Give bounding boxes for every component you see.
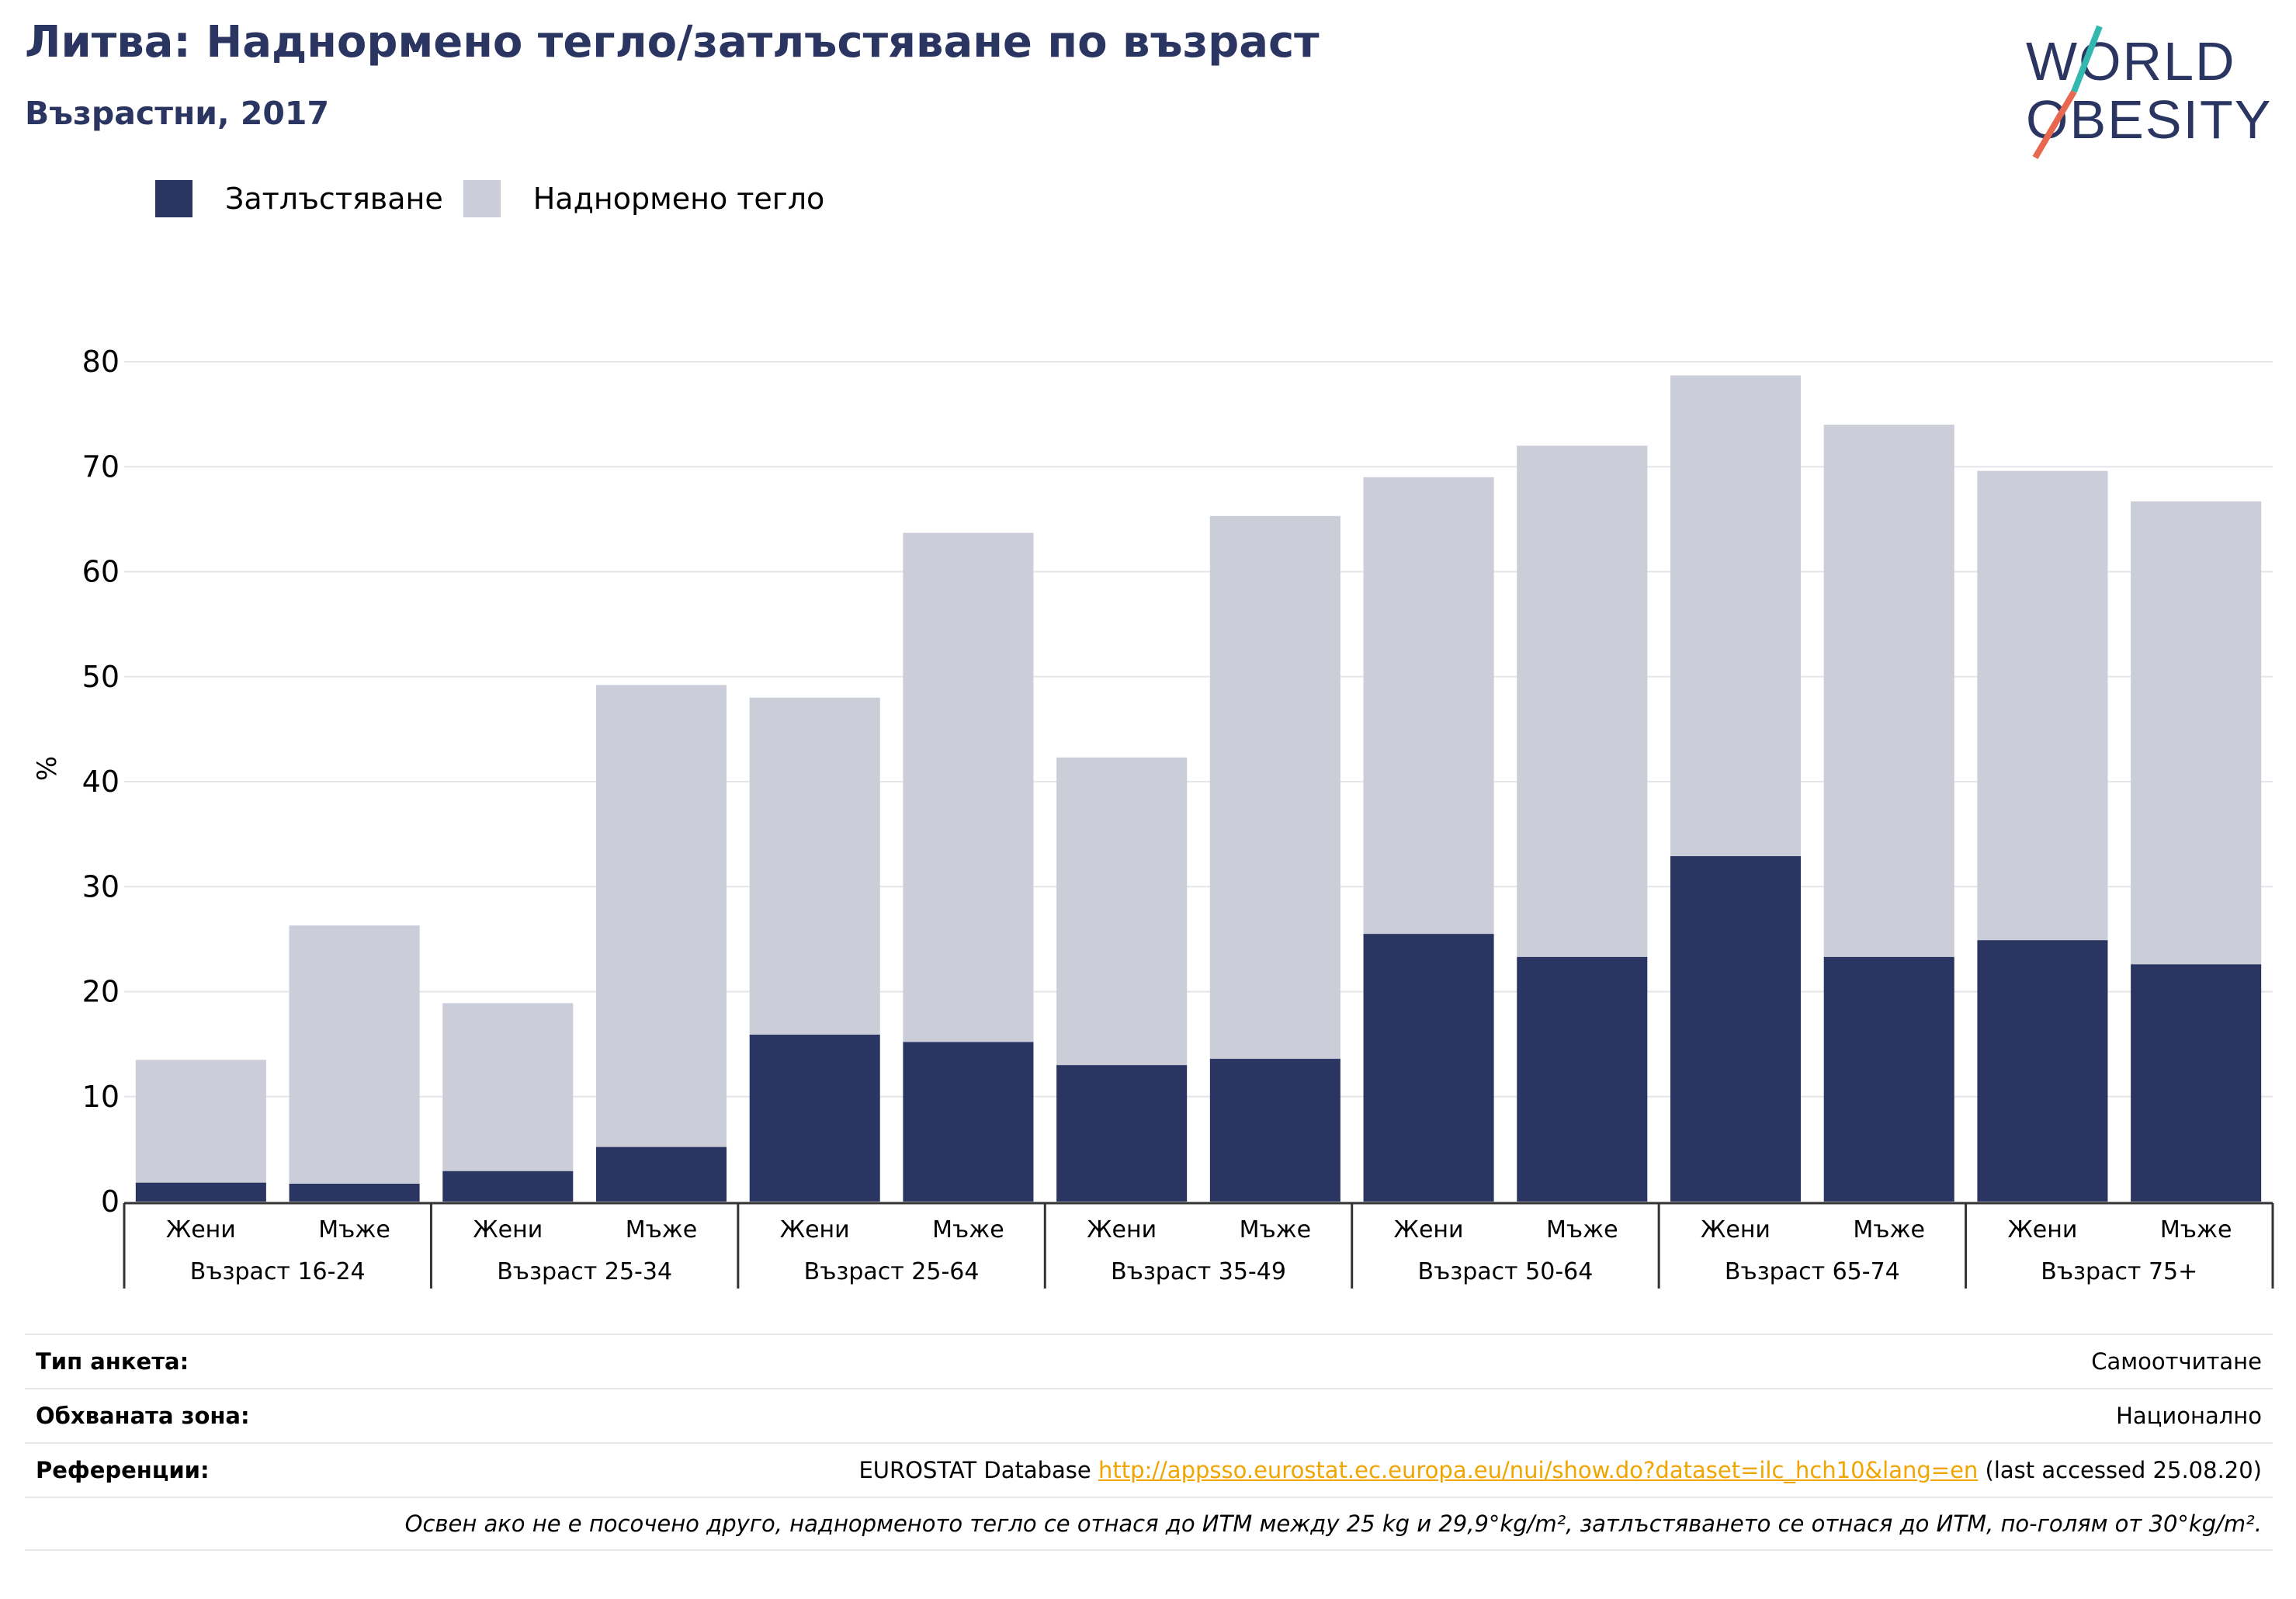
legend-item-overweight: Наднормено тегло xyxy=(463,180,825,217)
group-label: Възраст 50-64 xyxy=(1418,1258,1594,1285)
footer-row-coverage: Обхваната зона: Национално xyxy=(25,1388,2273,1442)
x-tick-label: Жени xyxy=(1087,1216,1157,1243)
chart-legend: Затлъстяване Наднормено тегло xyxy=(155,177,845,220)
footer-row-references: Референции: EUROSTAT Database http://app… xyxy=(25,1442,2273,1497)
bar-overweight xyxy=(749,697,880,1035)
y-tick-label: 50 xyxy=(82,660,120,694)
references-value: EUROSTAT Database http://appsso.eurostat… xyxy=(858,1457,2262,1483)
x-tick-label: Мъже xyxy=(1546,1216,1618,1243)
stacked-bar-chart: 0 10 20 30 40 50 60 70 80% Жени Мъже Жени Мъже Жени Мъ… xyxy=(32,345,2274,1289)
bar-obesity xyxy=(749,1034,880,1202)
bar-overweight xyxy=(1517,446,1648,957)
bar-obesity xyxy=(595,1146,727,1202)
y-axis-label: % xyxy=(32,756,63,781)
footer-row-survey: Тип анкета: Самоотчитане xyxy=(25,1334,2273,1388)
x-tick-label: Мъже xyxy=(318,1216,390,1243)
x-tick-label: Жени xyxy=(1701,1216,1771,1243)
group-label: Възраст 65-74 xyxy=(1725,1258,1900,1285)
legend-swatch-overweight xyxy=(463,180,501,217)
y-tick-label: 60 xyxy=(82,555,120,589)
y-tick-label: 30 xyxy=(82,869,120,904)
bar-overweight xyxy=(442,1003,574,1171)
coverage-value: Национално xyxy=(2116,1403,2262,1429)
x-tick-label: Мъже xyxy=(1240,1216,1312,1243)
x-tick-label: Жени xyxy=(473,1216,543,1243)
bar-obesity xyxy=(1977,940,2108,1202)
bar-obesity xyxy=(1056,1065,1188,1202)
bar-overweight xyxy=(1670,375,1802,857)
bar-overweight xyxy=(1977,470,2108,941)
survey-type-value: Самоотчитане xyxy=(2091,1348,2262,1375)
bar-overweight xyxy=(903,532,1034,1042)
x-tick-label: Мъже xyxy=(932,1216,1004,1243)
x-tick-label: Жени xyxy=(2007,1216,2077,1243)
legend-label-obesity: Затлъстяване xyxy=(225,182,443,216)
x-tick-label: Мъже xyxy=(2160,1216,2232,1243)
y-tick-label: 0 xyxy=(101,1185,120,1219)
bar-obesity xyxy=(1517,956,1648,1202)
y-tick-label: 80 xyxy=(82,345,120,379)
references-suffix: (last accessed 25.08.20) xyxy=(1978,1457,2263,1483)
references-label: Референции: xyxy=(36,1457,210,1483)
bar-obesity xyxy=(1209,1059,1340,1202)
x-tick-label: Жени xyxy=(780,1216,850,1243)
legend-swatch-obesity xyxy=(155,180,192,217)
legend-label-overweight: Наднормено тегло xyxy=(532,182,825,216)
x-tick-label: Жени xyxy=(1394,1216,1464,1243)
bar-overweight xyxy=(1056,757,1188,1066)
group-label: Възраст 35-49 xyxy=(1111,1258,1286,1285)
bar-overweight xyxy=(1823,425,1954,957)
bar-overweight xyxy=(1209,515,1340,1060)
bar-obesity xyxy=(903,1042,1034,1202)
x-tick-label: Мъже xyxy=(1853,1216,1925,1243)
bar-overweight xyxy=(1363,477,1494,935)
svg-text:WORLD: WORLD xyxy=(2026,31,2236,92)
y-tick-label: 70 xyxy=(82,449,120,484)
y-tick-label: 10 xyxy=(82,1080,120,1114)
bar-obesity xyxy=(135,1182,266,1202)
group-label: Възраст 75+ xyxy=(2041,1258,2197,1285)
bar-obesity xyxy=(442,1171,574,1202)
bar-obesity xyxy=(1670,856,1802,1202)
chart-subtitle: Възрастни, 2017 xyxy=(25,95,329,132)
x-tick-label: Жени xyxy=(166,1216,236,1243)
chart-title: Литва: Наднормено тегло/затлъстяване по … xyxy=(25,17,1320,68)
y-tick-label: 20 xyxy=(82,975,120,1009)
footer-table: Тип анкета: Самоотчитане Обхваната зона:… xyxy=(25,1334,2273,1551)
references-link[interactable]: http://appsso.eurostat.ec.europa.eu/nui/… xyxy=(1098,1457,1979,1483)
references-prefix: EUROSTAT Database xyxy=(858,1457,1098,1483)
survey-type-label: Тип анкета: xyxy=(36,1348,189,1375)
bar-overweight xyxy=(135,1060,266,1183)
footer-row-note: Освен ако не е посочено друго, наднормен… xyxy=(25,1497,2273,1551)
coverage-label: Обхваната зона: xyxy=(36,1403,250,1429)
world-obesity-logo: WORLD OBESITY xyxy=(2026,25,2270,160)
bar-obesity xyxy=(289,1184,420,1202)
bar-overweight xyxy=(2131,501,2262,965)
group-label: Възраст 25-34 xyxy=(497,1258,672,1285)
bar-obesity xyxy=(1363,934,1494,1202)
bar-obesity xyxy=(2131,964,2262,1202)
bar-overweight xyxy=(289,925,420,1185)
x-tick-label: Мъже xyxy=(626,1216,698,1243)
group-label: Възраст 16-24 xyxy=(190,1258,366,1285)
y-tick-label: 40 xyxy=(82,765,120,799)
group-label: Възраст 25-64 xyxy=(804,1258,980,1285)
definition-note: Освен ако не е посочено друго, наднормен… xyxy=(404,1511,2262,1537)
bar-obesity xyxy=(1823,956,1954,1202)
bar-overweight xyxy=(595,685,727,1147)
legend-item-obesity: Затлъстяване xyxy=(155,180,443,217)
